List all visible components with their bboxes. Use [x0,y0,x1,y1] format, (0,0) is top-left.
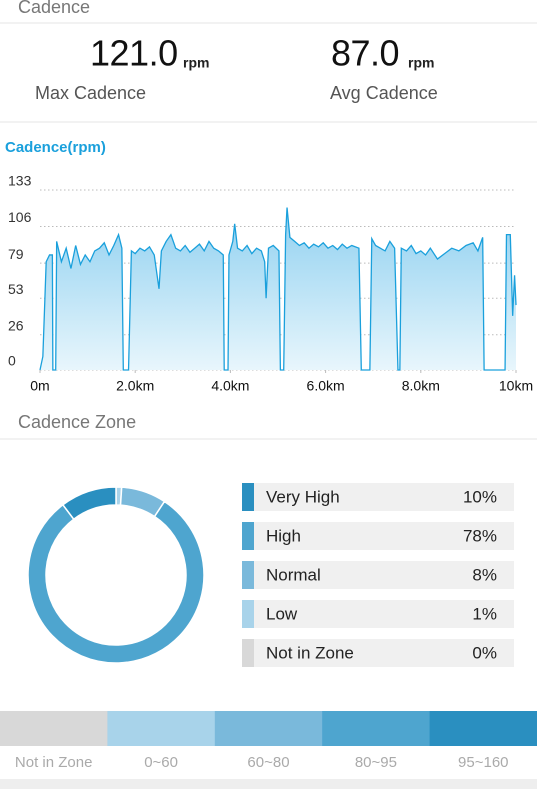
zone-bar [429,711,537,746]
area [40,207,516,370]
legend-value: 78% [463,526,497,545]
header-title: Cadence [18,0,90,17]
legend-swatch [242,483,254,511]
donut-segment [61,486,117,521]
stat-value: 87.0 [331,33,399,74]
legend-row [254,522,514,550]
donut-segment [27,500,205,664]
section-title: Cadence Zone [18,412,136,432]
legend-swatch [242,561,254,589]
legend-label: High [266,526,301,545]
x-tick-label: 4.0km [211,378,249,394]
legend-label: Very High [266,487,340,506]
legend-row [254,483,514,511]
x-tick-label: 0m [30,378,49,394]
zone-label: 0~60 [144,754,178,771]
stat-value: 121.0 [90,33,178,74]
stat-unit: rpm [183,55,209,71]
y-tick-label: 0 [8,353,16,369]
legend-label: Normal [266,565,321,584]
legend-row [254,639,514,667]
line [39,207,517,371]
legend-value: 0% [472,643,497,662]
legend-swatch [242,522,254,550]
y-tick-label: 79 [8,246,24,262]
x-tick-label: 2.0km [116,378,154,394]
stat-label: Max Cadence [35,83,146,103]
y-tick-label: 133 [8,173,32,189]
y-tick-label: 53 [8,281,24,297]
x-tick-label: 6.0km [307,378,345,394]
x-tick-label: 10km [499,378,533,394]
zone-label: Not in Zone [15,754,93,771]
zone-label: 95~160 [458,754,508,771]
zone-bar [0,711,108,746]
legend-row [254,600,514,628]
stat-label: Avg Cadence [330,83,438,103]
zone-bar [107,711,216,746]
legend-value: 8% [472,565,497,584]
footer-strip [0,779,537,789]
y-tick-label: 106 [8,209,32,225]
y-tick-label: 26 [8,318,24,334]
zone-label: 80~95 [355,754,397,771]
legend-label: Not in Zone [266,643,354,662]
x-tick-label: 8.0km [402,378,440,394]
legend-value: 10% [463,487,497,506]
stat-unit: rpm [408,55,434,71]
legend-row [254,561,514,589]
legend-value: 1% [472,604,497,623]
legend-label: Low [266,604,298,623]
zone-label: 60~80 [247,754,289,771]
zone-bar [322,711,431,746]
zone-bar [214,711,323,746]
chart-title: Cadence(rpm) [5,139,106,156]
legend-swatch [242,600,254,628]
legend-swatch [242,639,254,667]
